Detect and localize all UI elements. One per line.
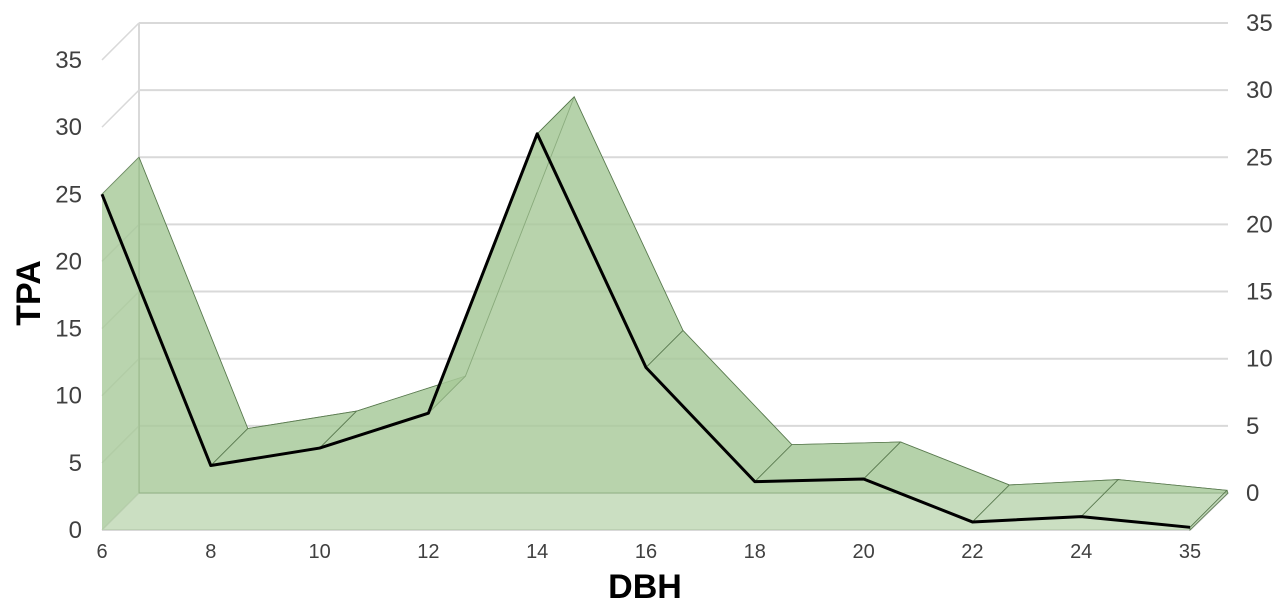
y-axis-title: TPA bbox=[10, 260, 48, 325]
y-tick-label-left: 35 bbox=[55, 47, 82, 74]
y-tick-label-right: 35 bbox=[1246, 10, 1273, 37]
y-tick-label-right: 25 bbox=[1246, 144, 1273, 171]
x-axis-title: DBH bbox=[608, 568, 682, 602]
y-tick-label-right: 15 bbox=[1246, 279, 1273, 306]
y-tick-label-left: 15 bbox=[55, 316, 82, 343]
y-tick-label-left: 10 bbox=[55, 383, 82, 410]
y-tick-label-left: 25 bbox=[55, 181, 82, 208]
x-tick-label: 12 bbox=[417, 541, 439, 563]
x-tick-label: 18 bbox=[744, 541, 766, 563]
x-tick-label: 10 bbox=[308, 541, 330, 563]
series-line bbox=[100, 132, 1191, 529]
series-area bbox=[101, 95, 1229, 531]
x-tick-label: 22 bbox=[961, 541, 983, 563]
side-gridline bbox=[101, 89, 140, 128]
y-tick-label-left: 20 bbox=[55, 248, 82, 275]
x-tick-label: 16 bbox=[635, 541, 657, 563]
x-tick-label: 20 bbox=[852, 541, 874, 563]
x-tick-label: 8 bbox=[205, 541, 216, 563]
y-tick-label-right: 10 bbox=[1246, 346, 1273, 373]
x-tick-label: 14 bbox=[526, 541, 548, 563]
y-tick-label-left: 30 bbox=[55, 114, 82, 141]
x-tick-label: 6 bbox=[96, 541, 107, 563]
x-tick-label: 35 bbox=[1179, 541, 1201, 563]
y-tick-label-left: 0 bbox=[69, 517, 82, 544]
x-axis-ticks: 6 8 10 12 14 16 18 20 22 24 35 bbox=[96, 541, 1201, 563]
y-axis-ticks-left: 0 5 10 15 20 25 30 35 bbox=[55, 47, 82, 544]
y-tick-label-right: 0 bbox=[1246, 480, 1259, 507]
y-axis-ticks-right: 0 5 10 15 20 25 30 35 bbox=[1246, 10, 1273, 507]
area-right-cap bbox=[1189, 489, 1229, 531]
side-gridline bbox=[101, 22, 140, 61]
y-tick-label-left: 5 bbox=[69, 450, 82, 477]
y-tick-label-right: 30 bbox=[1246, 77, 1273, 104]
x-tick-label: 24 bbox=[1070, 541, 1092, 563]
y-tick-label-right: 20 bbox=[1246, 211, 1273, 238]
y-tick-label-right: 5 bbox=[1246, 413, 1259, 440]
